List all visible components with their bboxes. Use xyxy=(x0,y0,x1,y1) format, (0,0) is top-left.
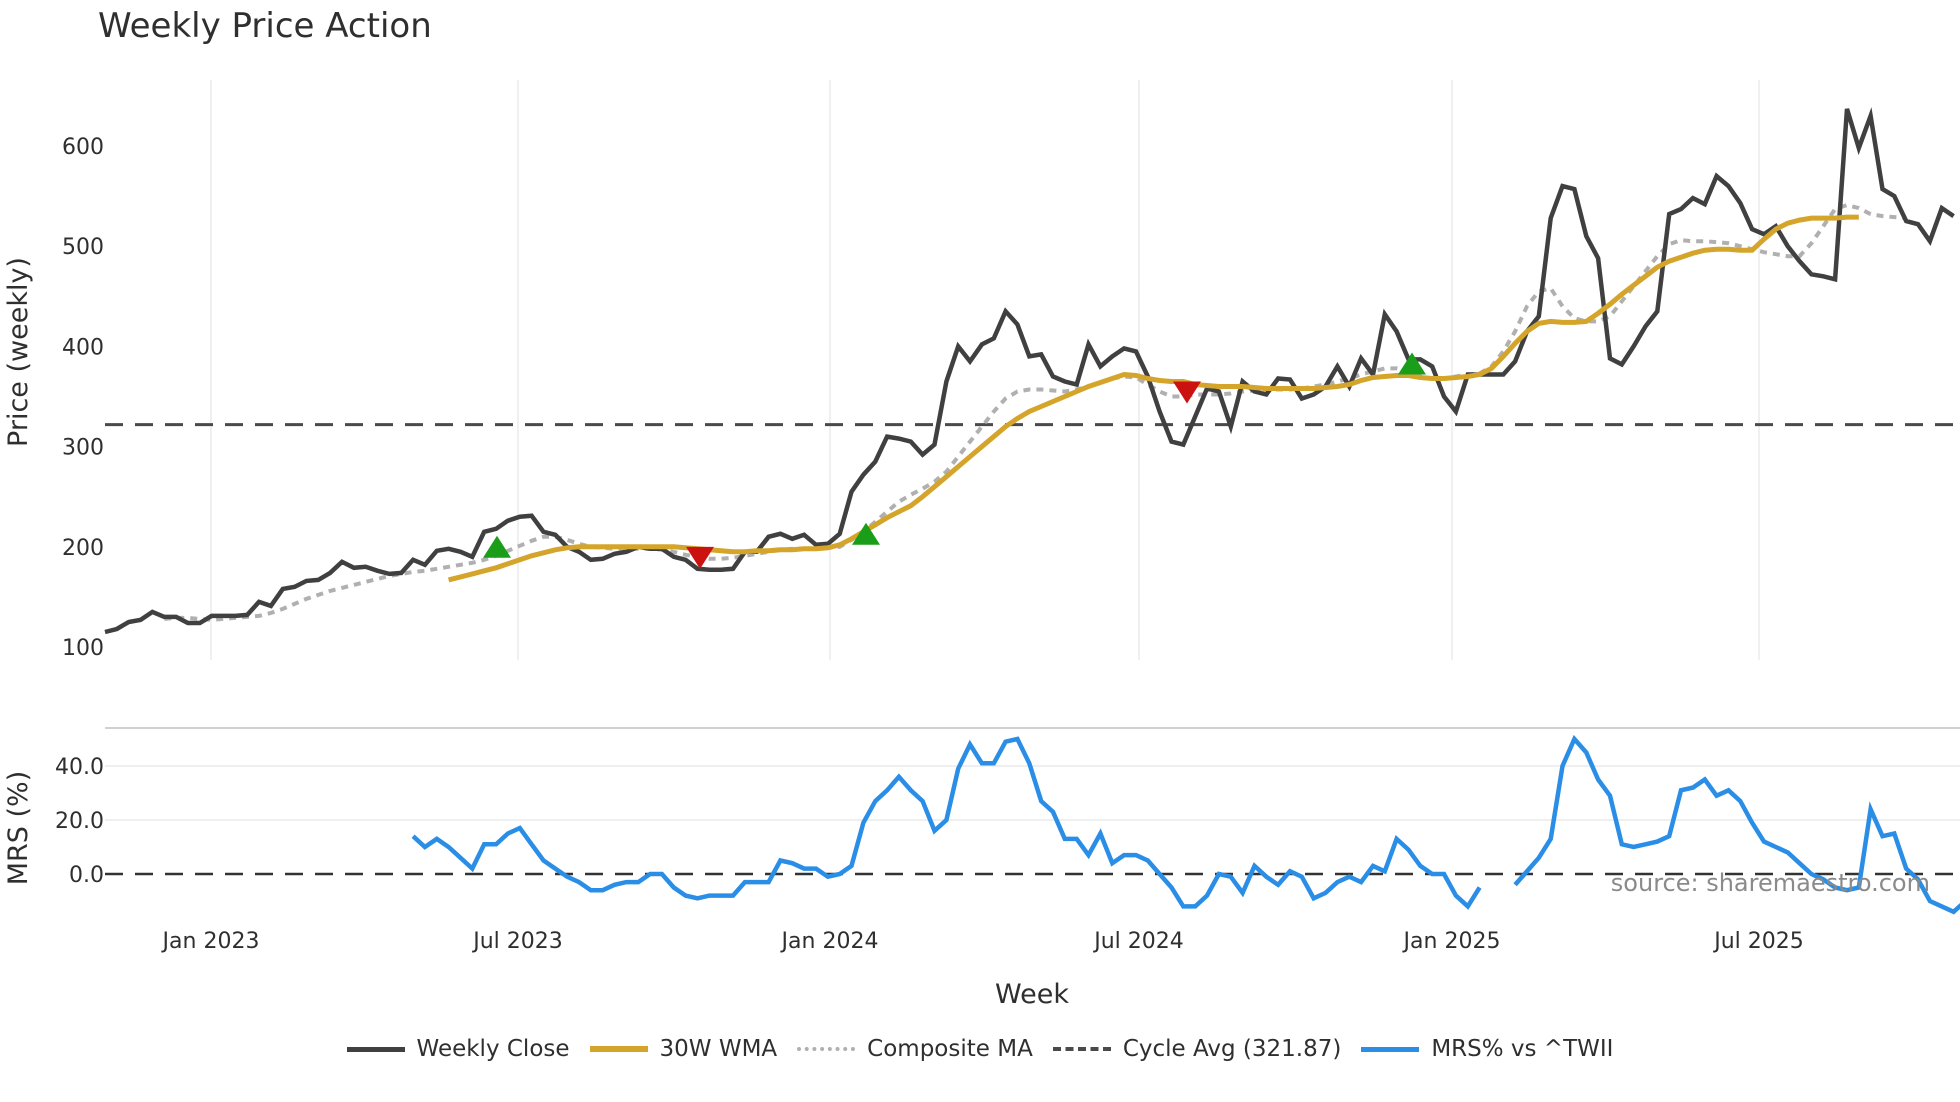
weekly-close-line xyxy=(104,107,1955,635)
mrs-y-tick: 20.0 xyxy=(55,809,104,834)
price-y-axis-label: Price (weekly) xyxy=(3,257,34,447)
x-tick-label: Jul 2023 xyxy=(471,929,563,954)
price-y-tick: 400 xyxy=(62,335,104,360)
mrs-swatch-icon xyxy=(1361,1046,1420,1052)
weekly-close-swatch-icon xyxy=(346,1046,405,1052)
x-tick-label: Jul 2024 xyxy=(1092,929,1184,954)
sell-signal-triangle-down-icon xyxy=(686,546,714,569)
price-y-tick: 200 xyxy=(62,536,104,561)
legend: Weekly Close 30W WMA Composite MA Cycle … xyxy=(0,1036,1960,1062)
legend-label: 30W WMA xyxy=(659,1036,778,1062)
buy-signal-triangle-up-icon xyxy=(1398,352,1426,375)
mrs-line xyxy=(411,736,1482,910)
x-tick-label: Jul 2025 xyxy=(1712,929,1804,954)
legend-item-wma[interactable]: 30W WMA xyxy=(589,1036,778,1062)
wma-swatch-icon xyxy=(589,1046,648,1052)
legend-label: Cycle Avg (321.87) xyxy=(1122,1036,1342,1062)
mrs-y-axis-label: MRS (%) xyxy=(3,771,34,886)
composite-ma-line xyxy=(164,203,1907,622)
legend-label: Composite MA xyxy=(867,1036,1033,1062)
x-tick-label: Jan 2025 xyxy=(1402,929,1501,954)
price-y-tick: 500 xyxy=(62,235,104,260)
price-y-tick: 600 xyxy=(62,135,104,160)
legend-label: MRS% vs ^TWII xyxy=(1431,1036,1614,1062)
buy-signal-triangle-up-icon xyxy=(483,535,511,558)
price-y-tick: 100 xyxy=(62,636,104,661)
legend-item-composite[interactable]: Composite MA xyxy=(797,1036,1033,1062)
mrs-y-tick: 40.0 xyxy=(55,755,104,780)
mrs-y-tick: 0.0 xyxy=(69,863,104,888)
cycle-avg-swatch-icon xyxy=(1052,1047,1111,1051)
mrs-line xyxy=(1513,734,1960,915)
price-y-tick: 300 xyxy=(62,436,104,461)
legend-label: Weekly Close xyxy=(416,1036,570,1062)
x-tick-label: Jan 2023 xyxy=(161,929,260,954)
buy-signal-triangle-up-icon xyxy=(852,522,880,545)
legend-item-cycle-avg[interactable]: Cycle Avg (321.87) xyxy=(1052,1036,1342,1062)
legend-item-mrs[interactable]: MRS% vs ^TWII xyxy=(1361,1036,1613,1062)
legend-item-weekly-close[interactable]: Weekly Close xyxy=(346,1036,570,1062)
source-note: source: sharemaestro.com xyxy=(1611,869,1930,897)
x-tick-label: Jan 2024 xyxy=(780,929,879,954)
wma-line xyxy=(447,214,1859,583)
chart-canvas: Jan 2023 Jul 2023 Jan 2024 Jul 2024 Jan 2025… xyxy=(3,80,1960,1010)
composite-swatch-icon xyxy=(797,1047,856,1051)
x-axis-label: Week xyxy=(995,979,1069,1010)
chart-title: Weekly Price Action xyxy=(98,6,432,46)
sell-signal-triangle-down-icon xyxy=(1173,381,1201,404)
